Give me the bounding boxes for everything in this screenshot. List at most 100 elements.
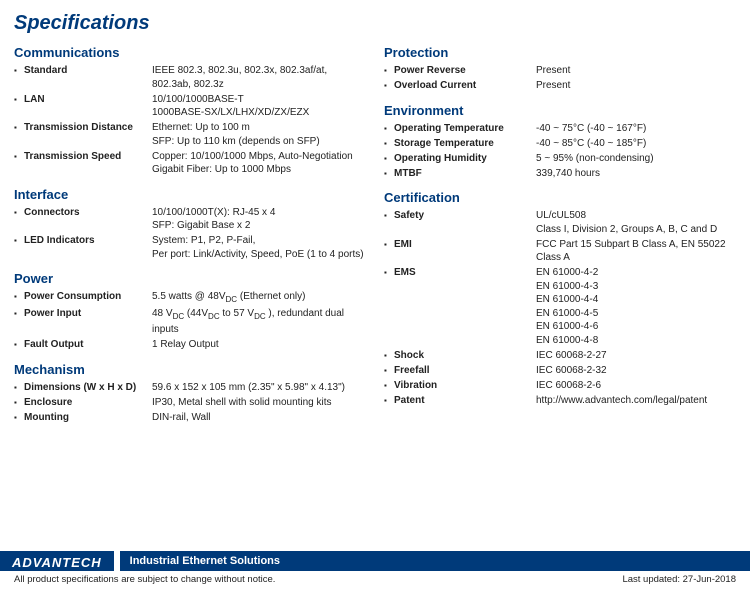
bullet-icon: ▪ xyxy=(384,152,394,165)
spec-label: Dimensions (W x H x D) xyxy=(24,381,152,395)
spec-row: ▪SafetyUL/cUL508Class I, Division 2, Gro… xyxy=(384,209,736,236)
bullet-icon: ▪ xyxy=(384,266,394,279)
spec-value: FCC Part 15 Subpart B Class A, EN 55022C… xyxy=(536,238,736,265)
bullet-icon: ▪ xyxy=(14,206,24,219)
spec-column: Communications▪StandardIEEE 802.3, 802.3… xyxy=(14,45,366,426)
spec-label: Power Reverse xyxy=(394,64,536,78)
spec-value: IP30, Metal shell with solid mounting ki… xyxy=(152,396,366,410)
bullet-icon: ▪ xyxy=(384,349,394,362)
spec-column: Protection▪Power ReversePresent▪Overload… xyxy=(384,45,736,426)
bullet-icon: ▪ xyxy=(384,238,394,251)
spec-value: EN 61000-4-2EN 61000-4-3EN 61000-4-4EN 6… xyxy=(536,266,736,347)
bullet-icon: ▪ xyxy=(14,121,24,134)
spec-row: ▪VibrationIEC 60068-2-6 xyxy=(384,379,736,393)
spec-label: Operating Humidity xyxy=(394,152,536,166)
spec-label: Shock xyxy=(394,349,536,363)
spec-label: Standard xyxy=(24,64,152,78)
spec-row: ▪MTBF339,740 hours xyxy=(384,167,736,181)
bullet-icon: ▪ xyxy=(384,364,394,377)
spec-row: ▪Operating Temperature-40 ~ 75°C (-40 ~ … xyxy=(384,122,736,136)
spec-label: Operating Temperature xyxy=(394,122,536,136)
section-header: Power xyxy=(14,271,366,286)
section-header: Environment xyxy=(384,103,736,118)
section-header: Communications xyxy=(14,45,366,60)
bullet-icon: ▪ xyxy=(14,150,24,163)
spec-label: Safety xyxy=(394,209,536,223)
spec-value: Present xyxy=(536,64,736,78)
footer-disclaimer: All product specifications are subject t… xyxy=(14,574,275,585)
spec-value: 5.5 watts @ 48VDC (Ethernet only) xyxy=(152,290,366,306)
spec-value: System: P1, P2, P-Fail,Per port: Link/Ac… xyxy=(152,234,366,261)
spec-columns: Communications▪StandardIEEE 802.3, 802.3… xyxy=(14,45,736,426)
spec-value: Copper: 10/100/1000 Mbps, Auto-Negotiati… xyxy=(152,150,366,177)
section-header: Interface xyxy=(14,187,366,202)
bullet-icon: ▪ xyxy=(14,396,24,409)
spec-value: 10/100/1000T(X): RJ-45 x 4SFP: Gigabit B… xyxy=(152,206,366,233)
spec-value: -40 ~ 85°C (-40 ~ 185°F) xyxy=(536,137,736,151)
spec-label: Vibration xyxy=(394,379,536,393)
spec-row: ▪Transmission DistanceEthernet: Up to 10… xyxy=(14,121,366,148)
page-title: Specifications xyxy=(14,12,736,35)
spec-row: ▪LAN10/100/1000BASE-T1000BASE-SX/LX/LHX/… xyxy=(14,93,366,120)
bullet-icon: ▪ xyxy=(14,411,24,424)
spec-value: 1 Relay Output xyxy=(152,338,366,352)
spec-label: Freefall xyxy=(394,364,536,378)
spec-value: IEC 60068-2-32 xyxy=(536,364,736,378)
spec-label: Fault Output xyxy=(24,338,152,352)
section-header: Protection xyxy=(384,45,736,60)
spec-row: ▪MountingDIN-rail, Wall xyxy=(14,411,366,425)
spec-label: EMI xyxy=(394,238,536,252)
bullet-icon: ▪ xyxy=(14,381,24,394)
spec-label: Connectors xyxy=(24,206,152,220)
spec-value: -40 ~ 75°C (-40 ~ 167°F) xyxy=(536,122,736,136)
footer-tagline: Industrial Ethernet Solutions xyxy=(120,551,750,571)
bullet-icon: ▪ xyxy=(14,234,24,247)
spec-label: Power Input xyxy=(24,307,152,321)
bullet-icon: ▪ xyxy=(14,93,24,106)
spec-row: ▪EMIFCC Part 15 Subpart B Class A, EN 55… xyxy=(384,238,736,265)
spec-row: ▪Operating Humidity5 ~ 95% (non-condensi… xyxy=(384,152,736,166)
bullet-icon: ▪ xyxy=(14,338,24,351)
spec-row: ▪Dimensions (W x H x D)59.6 x 152 x 105 … xyxy=(14,381,366,395)
spec-label: LAN xyxy=(24,93,152,107)
spec-label: EMS xyxy=(394,266,536,280)
spec-row: ▪EnclosureIP30, Metal shell with solid m… xyxy=(14,396,366,410)
bullet-icon: ▪ xyxy=(384,167,394,180)
footer: ADVANTECH Industrial Ethernet Solutions … xyxy=(0,551,750,591)
spec-value: 59.6 x 152 x 105 mm (2.35" x 5.98" x 4.1… xyxy=(152,381,366,395)
spec-label: LED Indicators xyxy=(24,234,152,248)
spec-row: ▪EMSEN 61000-4-2EN 61000-4-3EN 61000-4-4… xyxy=(384,266,736,347)
bullet-icon: ▪ xyxy=(384,137,394,150)
spec-label: Transmission Speed xyxy=(24,150,152,164)
spec-value: DIN-rail, Wall xyxy=(152,411,366,425)
footer-updated: Last updated: 27-Jun-2018 xyxy=(622,574,736,585)
spec-row: ▪ShockIEC 60068-2-27 xyxy=(384,349,736,363)
bullet-icon: ▪ xyxy=(384,209,394,222)
spec-value: UL/cUL508Class I, Division 2, Groups A, … xyxy=(536,209,736,236)
spec-value: 10/100/1000BASE-T1000BASE-SX/LX/LHX/XD/Z… xyxy=(152,93,366,120)
spec-label: Power Consumption xyxy=(24,290,152,304)
bullet-icon: ▪ xyxy=(14,64,24,77)
spec-value: 48 VDC (44VDC to 57 VDC ), redundant dua… xyxy=(152,307,366,336)
bullet-icon: ▪ xyxy=(384,79,394,92)
spec-row: ▪Overload CurrentPresent xyxy=(384,79,736,93)
bullet-icon: ▪ xyxy=(384,64,394,77)
bullet-icon: ▪ xyxy=(384,122,394,135)
spec-value: IEEE 802.3, 802.3u, 802.3x, 802.3af/at,8… xyxy=(152,64,366,91)
spec-label: Transmission Distance xyxy=(24,121,152,135)
spec-row: ▪Power Consumption5.5 watts @ 48VDC (Eth… xyxy=(14,290,366,306)
spec-row: ▪Connectors10/100/1000T(X): RJ-45 x 4SFP… xyxy=(14,206,366,233)
spec-row: ▪FreefallIEC 60068-2-32 xyxy=(384,364,736,378)
spec-row: ▪Storage Temperature-40 ~ 85°C (-40 ~ 18… xyxy=(384,137,736,151)
spec-value: http://www.advantech.com/legal/patent xyxy=(536,394,736,408)
spec-label: Mounting xyxy=(24,411,152,425)
footer-brand: ADVANTECH xyxy=(0,551,114,571)
spec-value: IEC 60068-2-6 xyxy=(536,379,736,393)
section-header: Mechanism xyxy=(14,362,366,377)
spec-row: ▪StandardIEEE 802.3, 802.3u, 802.3x, 802… xyxy=(14,64,366,91)
bullet-icon: ▪ xyxy=(384,394,394,407)
bullet-icon: ▪ xyxy=(14,290,24,303)
bullet-icon: ▪ xyxy=(384,379,394,392)
spec-row: ▪Fault Output1 Relay Output xyxy=(14,338,366,352)
section-header: Certification xyxy=(384,190,736,205)
